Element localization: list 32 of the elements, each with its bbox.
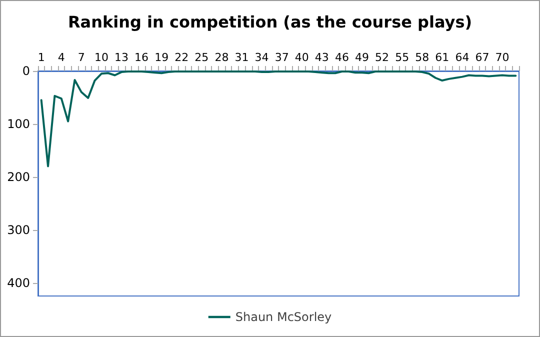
x-tick-label: 7 (78, 51, 85, 64)
x-tick-label: 55 (395, 51, 410, 64)
x-tick-label: 19 (154, 51, 169, 64)
x-tick-label: 52 (375, 51, 390, 64)
y-tick-label: 300 (7, 222, 30, 237)
x-tick-label: 67 (475, 51, 490, 64)
x-tick-label: 34 (254, 51, 269, 64)
x-tick-label: 40 (294, 51, 309, 64)
x-tick-label: 70 (495, 51, 510, 64)
x-tick-label: 64 (455, 51, 470, 64)
x-tick-label: 13 (114, 51, 129, 64)
x-tick-label: 1 (38, 51, 45, 64)
x-tick-label: 37 (274, 51, 289, 64)
x-tick-label: 28 (214, 51, 229, 64)
line-series (40, 70, 517, 168)
x-tick-label: 61 (435, 51, 450, 64)
chart-title: Ranking in competition (as the course plays) (68, 12, 472, 32)
legend-label: Shaun McSorley (235, 310, 332, 324)
x-tick-label: 46 (334, 51, 349, 64)
y-tick-label: 200 (7, 170, 30, 184)
x-tick-label: 58 (415, 51, 430, 64)
y-tick-label: 100 (7, 116, 30, 131)
x-tick-label: 49 (355, 51, 370, 64)
y-tick-label: 400 (7, 276, 30, 290)
x-tick-label: 16 (134, 51, 149, 64)
x-tick-label: 4 (58, 51, 65, 64)
x-tick-label: 10 (94, 51, 108, 64)
x-tick-label: 31 (234, 51, 249, 64)
x-tick-label: 22 (174, 51, 189, 64)
y-tick-label: 0 (22, 64, 30, 78)
x-tick-label: 25 (194, 51, 209, 64)
x-tick-label: 43 (314, 51, 329, 64)
